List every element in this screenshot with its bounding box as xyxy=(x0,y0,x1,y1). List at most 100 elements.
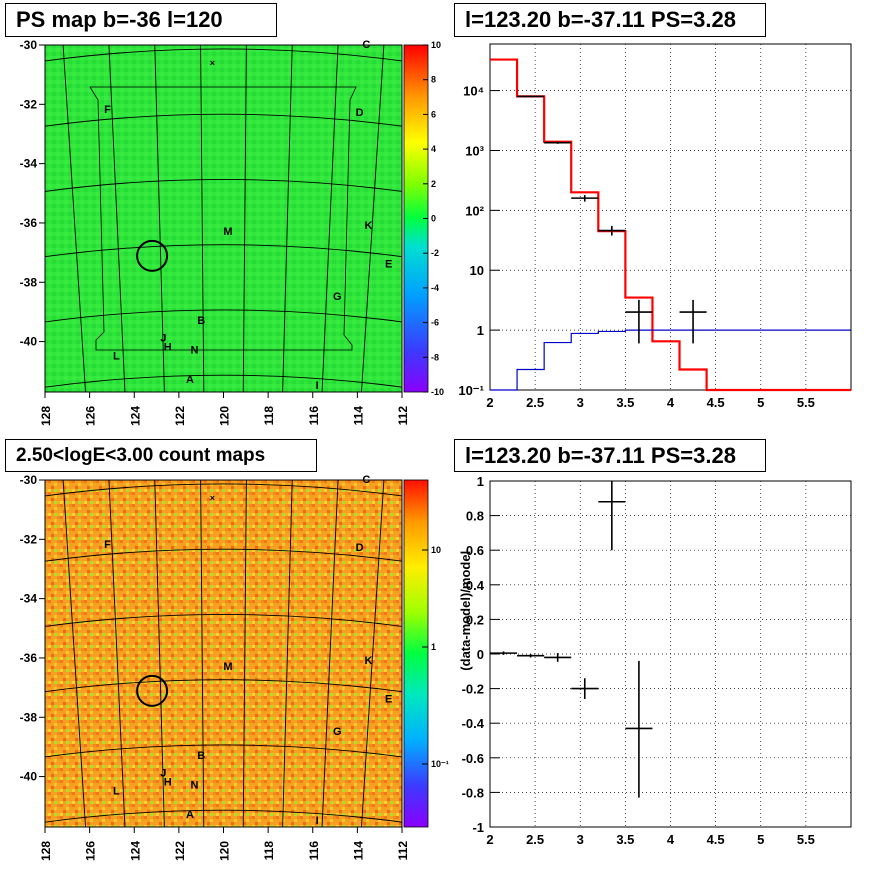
source-label: A xyxy=(186,374,194,386)
x-tick-label: 2 xyxy=(486,832,493,847)
x-tick-label: 3 xyxy=(577,832,584,847)
parallel-line xyxy=(44,179,403,192)
y-tick-label: 1 xyxy=(477,474,484,489)
parallel-line xyxy=(44,614,403,627)
colorbar-tick-label: 10⁻¹ xyxy=(431,759,449,769)
source-label: I xyxy=(316,380,319,392)
lon-tick-label: 124 xyxy=(128,406,142,426)
lat-tick-label: -32 xyxy=(20,97,38,111)
source-label: N xyxy=(191,779,199,791)
lon-tick-label: 128 xyxy=(39,841,53,861)
lat-tick-label: -30 xyxy=(20,38,38,52)
lat-tick-label: -38 xyxy=(20,275,38,289)
spectrum-title: l=123.20 b=-37.11 PS=3.28 xyxy=(454,3,766,37)
y-tick-label: 10 xyxy=(470,263,484,278)
meridian-line xyxy=(154,479,165,828)
source-label: D xyxy=(356,107,364,119)
source-label: N xyxy=(191,344,199,356)
x-tick-label: 3 xyxy=(577,395,584,410)
lon-tick-label: 112 xyxy=(396,406,410,426)
x-tick-label: 4 xyxy=(667,395,675,410)
lon-tick-label: 114 xyxy=(351,406,365,426)
x-tick-label: 4 xyxy=(667,832,675,847)
cross-marker: × xyxy=(210,493,215,503)
meridian-line xyxy=(321,479,339,828)
meridian-line xyxy=(108,479,126,828)
x-tick-label: 5.5 xyxy=(797,832,815,847)
source-label: L xyxy=(113,350,120,362)
lon-tick-label: 124 xyxy=(128,841,142,861)
meridian-line xyxy=(62,479,86,828)
y-tick-label: 0.8 xyxy=(466,509,484,524)
colorbar-tick-label: -2 xyxy=(431,248,439,258)
ps-map-title: PS map b=-36 l=120 xyxy=(5,3,277,37)
source-label: J xyxy=(160,333,166,345)
y-tick-label: 1 xyxy=(477,323,484,338)
colorbar-tick-label: -8 xyxy=(431,352,439,362)
lat-tick-label: -34 xyxy=(20,592,38,606)
parallel-line xyxy=(44,48,403,62)
lon-tick-label: 126 xyxy=(84,406,98,426)
meridian-line xyxy=(154,44,165,393)
source-label: D xyxy=(356,542,364,554)
source-label: F xyxy=(104,539,111,551)
y-axis-label: (data-model)/model xyxy=(458,551,473,671)
colorbar-tick-label: -6 xyxy=(431,318,439,328)
lat-tick-label: -40 xyxy=(20,770,38,784)
lon-tick-label: 118 xyxy=(262,841,276,861)
lon-tick-label: 120 xyxy=(218,841,232,861)
meridian-line xyxy=(282,44,293,393)
lat-tick-label: -36 xyxy=(20,651,38,665)
source-label: G xyxy=(333,726,342,738)
y-tick-label: -0.4 xyxy=(462,716,485,731)
lon-tick-label: 118 xyxy=(262,406,276,426)
colorbar-tick-label: 10 xyxy=(431,40,441,50)
meridian-line xyxy=(108,44,126,393)
colorbar-tick-label: -10 xyxy=(431,387,444,397)
y-tick-label: -0.8 xyxy=(462,785,484,800)
source-label: I xyxy=(316,815,319,827)
parallel-line xyxy=(44,309,403,323)
lon-tick-label: 122 xyxy=(173,406,187,426)
meridian-line xyxy=(200,479,205,828)
y-tick-label: 10⁴ xyxy=(463,84,484,99)
source-label: M xyxy=(223,226,232,238)
y-tick-label: -0.6 xyxy=(462,751,484,766)
x-tick-label: 4.5 xyxy=(707,832,725,847)
parallel-line xyxy=(44,374,403,388)
lon-tick-label: 116 xyxy=(307,406,321,426)
source-label: G xyxy=(333,291,342,303)
source-circle xyxy=(136,239,169,272)
x-tick-label: 3.5 xyxy=(616,832,634,847)
meridian-line xyxy=(242,479,247,828)
parallel-line xyxy=(44,809,403,823)
source-label: J xyxy=(160,768,166,780)
residual-title: l=123.20 b=-37.11 PS=3.28 xyxy=(454,439,766,472)
colorbar-tick-label: 8 xyxy=(431,75,436,85)
lat-tick-label: -36 xyxy=(20,216,38,230)
colorbar-tick-label: 2 xyxy=(431,179,436,189)
lon-tick-label: 112 xyxy=(396,841,410,861)
lon-tick-label: 116 xyxy=(307,841,321,861)
parallel-line xyxy=(44,244,403,258)
meridian-line xyxy=(282,479,293,828)
parallel-line xyxy=(44,483,403,497)
parallel-line xyxy=(44,548,403,562)
lon-tick-label: 122 xyxy=(173,841,187,861)
meridian-line xyxy=(321,44,339,393)
source-label: K xyxy=(365,655,373,667)
spectrum-panel: 2 2.5 3 3.5 4 4.5 5 5.5 10⁻¹ 1 10 10² 10³ 10⁴ xyxy=(458,43,852,410)
lon-tick-label: 114 xyxy=(351,841,365,861)
y-tick-label: 10³ xyxy=(465,143,484,158)
source-label: B xyxy=(197,750,205,762)
source-label: E xyxy=(385,258,392,270)
residual-panel: 2 2.5 3 3.5 4 4.5 5 5.5 -1 -0.8 -0.6 -0.4 -0.2 0 0.2 0.… xyxy=(458,474,852,847)
source-label: H xyxy=(164,341,172,353)
y-tick-label: -1 xyxy=(472,820,484,835)
count-map-title: 2.50<logE<3.00 count maps xyxy=(5,439,317,472)
source-label: A xyxy=(186,809,194,821)
source-label: B xyxy=(197,315,205,327)
colorbar-tick-label: 10 xyxy=(431,545,441,555)
lon-tick-label: 128 xyxy=(39,406,53,426)
